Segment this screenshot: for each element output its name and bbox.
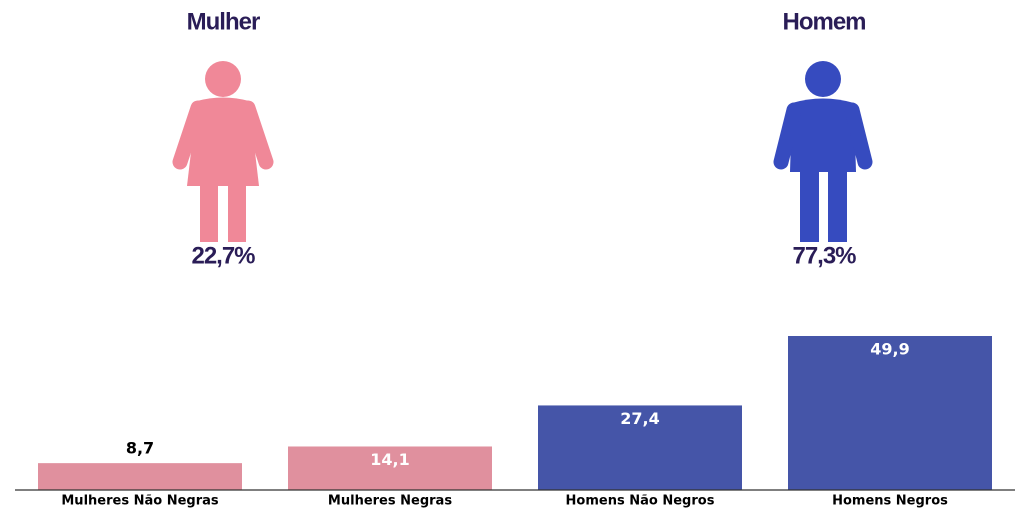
x-tick-label: Mulheres Negras	[328, 494, 452, 509]
value-label: 14,1	[370, 450, 409, 469]
x-tick-label: Mulheres Não Negras	[61, 494, 219, 509]
group-title: Mulher	[187, 8, 260, 35]
bar	[788, 336, 992, 490]
group-percent: 77,3%	[792, 242, 856, 269]
value-label: 27,4	[620, 409, 659, 428]
bar	[38, 463, 242, 490]
value-label: 49,9	[870, 340, 909, 359]
x-tick-label: Homens Negros	[832, 494, 948, 509]
x-tick-label: Homens Não Negros	[566, 494, 715, 509]
group-percent: 22,7%	[191, 242, 255, 269]
bar	[538, 405, 742, 490]
man-icon	[773, 61, 873, 242]
bar	[288, 446, 492, 490]
woman-icon	[172, 61, 274, 242]
group-title: Homem	[782, 8, 865, 35]
value-label: 8,7	[126, 439, 154, 458]
